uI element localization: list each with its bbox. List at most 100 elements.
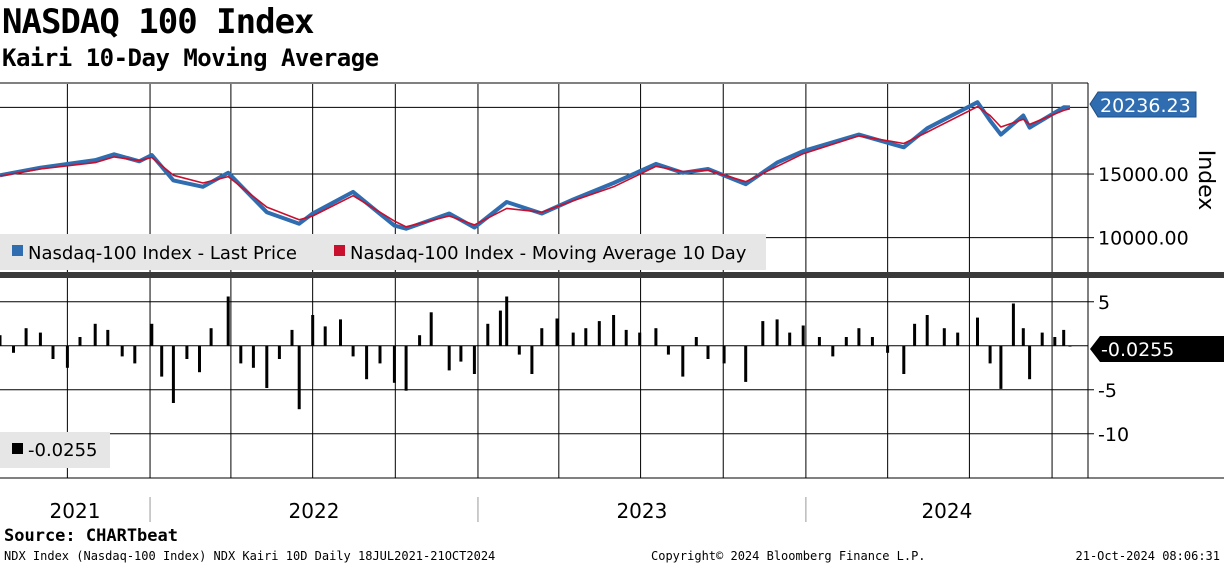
kairi-bar xyxy=(624,329,628,346)
kairi-bar xyxy=(418,335,422,346)
kairi-bar xyxy=(612,315,616,346)
kairi-bar xyxy=(844,337,848,346)
kairi-bar xyxy=(160,345,164,377)
kairi-bar xyxy=(530,345,534,374)
kairi-bar xyxy=(1053,337,1057,346)
last-price-tag: 20236.23 xyxy=(1089,91,1197,118)
kairi-bar xyxy=(12,345,15,353)
kairi-bar xyxy=(942,328,946,346)
kairi-bar xyxy=(540,328,544,346)
kairi-bar xyxy=(913,323,917,346)
y-tick-label: -10 xyxy=(1098,424,1129,446)
kairi-bar xyxy=(251,345,255,368)
upper-series xyxy=(0,100,1071,231)
kairi-bar xyxy=(133,345,137,364)
kairi-bar xyxy=(956,332,960,346)
kairi-bar xyxy=(51,345,55,359)
lower-grid xyxy=(0,278,1088,478)
kairi-bar xyxy=(93,323,97,346)
kairi-bar xyxy=(666,345,670,355)
kairi-bar xyxy=(638,332,642,346)
kairi-bar xyxy=(277,345,281,359)
footer-copyright: Copyright© 2024 Bloomberg Finance L.P. xyxy=(651,549,926,563)
kairi-bar xyxy=(1011,303,1015,346)
kairi-bar xyxy=(925,315,929,346)
kairi-bars xyxy=(0,296,1072,410)
kairi-bar xyxy=(1021,328,1025,346)
series-line-last-price xyxy=(0,100,1071,231)
kairi-bar xyxy=(498,310,502,346)
kairi-bar xyxy=(988,345,992,364)
kairi-bar xyxy=(1068,345,1072,347)
kairi-bar xyxy=(681,345,685,377)
kairi-bar xyxy=(311,315,315,346)
x-tick-label: 2024 xyxy=(921,499,972,523)
kairi-bar xyxy=(870,337,874,346)
x-axis: 2021 2022 2023 2024 xyxy=(50,497,972,523)
kairi-bar xyxy=(447,345,451,371)
y-axis-label-upper: Index xyxy=(1193,150,1218,211)
kairi-bar xyxy=(339,319,342,346)
y-tick-label: 5 xyxy=(1098,292,1110,314)
y-axis-ticks: 10000.00 15000.00 -10 -5 5 xyxy=(1088,164,1189,446)
source-note: Source: CHARTbeat xyxy=(4,526,178,546)
kairi-bar xyxy=(265,345,269,388)
kairi-bar xyxy=(24,328,28,346)
kairi-bar xyxy=(584,328,588,346)
legend-swatch-last-price xyxy=(12,245,23,256)
kairi-bar xyxy=(239,345,243,364)
legend-swatch-kairi xyxy=(12,443,23,454)
kairi-bar xyxy=(857,328,861,346)
chart-subtitle: Kairi 10-Day Moving Average xyxy=(2,44,379,72)
kairi-bar xyxy=(597,321,601,346)
kairi-bar xyxy=(1062,329,1066,346)
kairi-bar xyxy=(788,332,792,346)
kairi-bar xyxy=(761,321,765,346)
kairi-bar xyxy=(365,345,369,380)
lower-legend: -0.0255 xyxy=(0,432,110,468)
kairi-bar xyxy=(1028,345,1032,380)
kairi-bar xyxy=(694,337,698,346)
kairi-bar xyxy=(801,325,805,346)
kairi-bar xyxy=(555,318,559,346)
legend-label-moving-average: Nasdaq-100 Index - Moving Average 10 Day xyxy=(350,243,747,264)
kairi-bar xyxy=(517,345,521,355)
y-tick-label: 10000.00 xyxy=(1098,228,1189,250)
x-tick-label: 2021 xyxy=(50,499,101,523)
kairi-bar xyxy=(297,345,301,410)
kairi-bar xyxy=(150,323,154,346)
kairi-bar xyxy=(744,345,748,382)
kairi-bar xyxy=(1040,332,1044,346)
kairi-bar xyxy=(775,319,779,346)
last-kairi-tag: -0.0255 xyxy=(1090,336,1224,362)
kairi-bar xyxy=(459,345,463,362)
legend-swatch-moving-average xyxy=(334,245,345,256)
kairi-bar xyxy=(226,296,230,346)
kairi-bar xyxy=(999,345,1003,389)
kairi-bar xyxy=(290,329,294,346)
kairi-bar xyxy=(976,317,979,346)
kairi-bar xyxy=(185,345,189,359)
kairi-bar xyxy=(817,337,821,346)
kairi-bar xyxy=(38,332,42,346)
legend-label-kairi: -0.0255 xyxy=(28,440,97,461)
x-tick-label: 2023 xyxy=(616,499,667,523)
kairi-bar xyxy=(404,345,408,391)
kairi-bar xyxy=(198,345,201,373)
kairi-bar xyxy=(706,345,710,359)
kairi-bar xyxy=(571,332,575,346)
kairi-bar xyxy=(209,328,213,346)
footer-description: NDX Index (Nasdaq-100 Index) NDX Kairi 1… xyxy=(4,549,496,563)
panel-divider xyxy=(0,272,1224,278)
kairi-bar xyxy=(323,326,327,346)
kairi-bar xyxy=(722,345,726,364)
kairi-bar xyxy=(378,345,382,364)
kairi-bar xyxy=(902,345,906,374)
y-tick-label: 15000.00 xyxy=(1098,164,1189,186)
last-price-tag-label: 20236.23 xyxy=(1100,95,1191,117)
upper-legend: Nasdaq-100 Index - Last Price Nasdaq-100… xyxy=(0,234,766,270)
kairi-bar xyxy=(171,345,175,403)
kairi-bar xyxy=(472,345,476,374)
kairi-bar xyxy=(429,312,433,346)
kairi-bar xyxy=(486,323,490,346)
